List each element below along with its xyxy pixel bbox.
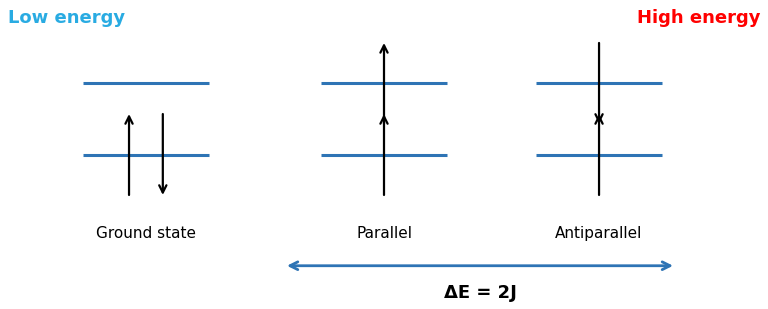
Text: Ground state: Ground state: [96, 226, 196, 241]
Text: Parallel: Parallel: [356, 226, 412, 241]
Text: ΔE = 2J: ΔE = 2J: [444, 284, 516, 302]
Text: Low energy: Low energy: [8, 9, 125, 27]
Text: Antiparallel: Antiparallel: [555, 226, 643, 241]
Text: High energy: High energy: [637, 9, 760, 27]
